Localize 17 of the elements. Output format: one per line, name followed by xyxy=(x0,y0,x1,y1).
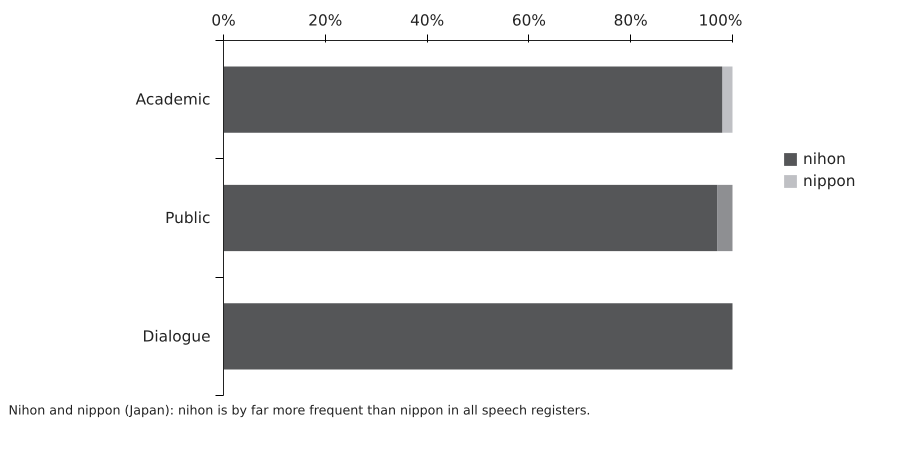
x-tick-label: 100% xyxy=(698,12,743,30)
x-tick-label: 0% xyxy=(211,12,236,30)
bar xyxy=(717,184,732,252)
x-tick-label: 80% xyxy=(614,12,648,30)
x-tick-label: 40% xyxy=(410,12,444,30)
x-tick-label: 60% xyxy=(512,12,546,30)
x-tick-label: 20% xyxy=(308,12,342,30)
y-tick-label: Dialogue xyxy=(142,327,211,346)
legend-label: nihon xyxy=(803,150,846,168)
y-tick-label: Public xyxy=(165,209,211,227)
bar xyxy=(224,303,732,370)
bar xyxy=(224,66,722,133)
y-tick-label: Academic xyxy=(136,90,211,109)
legend-label: nippon xyxy=(803,172,856,190)
bar xyxy=(722,66,732,133)
text: Nihon and nippon (Japan): nihon is by far more frequent than nippon in all speech registers. xyxy=(8,402,590,418)
bar xyxy=(224,184,718,252)
